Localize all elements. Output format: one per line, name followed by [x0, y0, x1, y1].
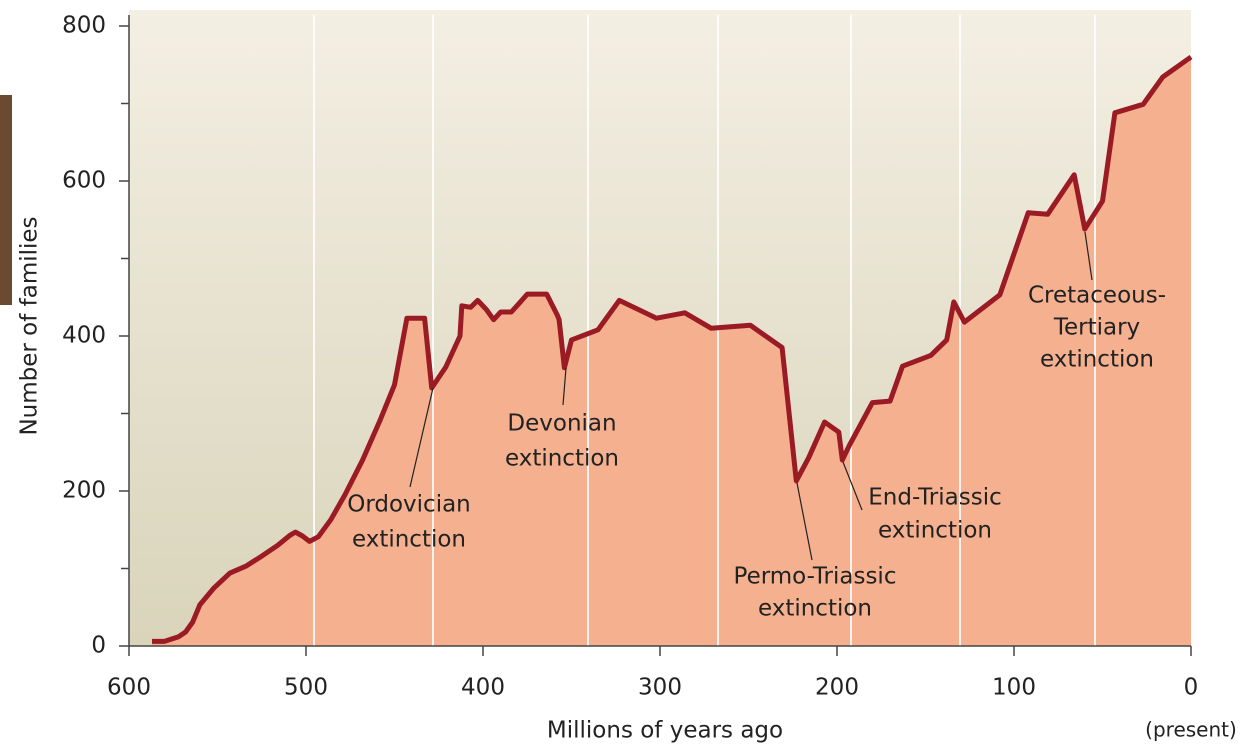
x-tick-label: 400 — [461, 675, 505, 701]
annotation-text: extinction — [878, 518, 992, 544]
y-tick-label: 200 — [62, 478, 106, 504]
annotation-text: extinction — [758, 596, 872, 622]
y-axis-title: Number of families — [17, 216, 43, 435]
x-axis-note: (present) — [1145, 718, 1237, 742]
x-tick-label: 0 — [1184, 675, 1199, 701]
y-tick-label: 400 — [62, 323, 106, 349]
annotation-text: extinction — [1040, 347, 1154, 373]
y-tick-label: 600 — [62, 168, 106, 194]
photo-fragment — [0, 95, 12, 305]
y-tick-label: 0 — [91, 633, 106, 659]
annotation-text: Tertiary — [1053, 315, 1140, 341]
chart: Millions of years ago (present) Number o… — [0, 0, 1243, 747]
annotation-text: Ordovician — [347, 492, 471, 518]
annotation-text: Permo-Triassic — [734, 564, 897, 590]
x-tick-label: 200 — [815, 675, 859, 701]
annotation-text: extinction — [352, 527, 466, 553]
y-tick-label: 800 — [62, 13, 106, 39]
x-tick-label: 500 — [284, 675, 328, 701]
x-tick-label: 300 — [638, 675, 682, 701]
x-axis-title: Millions of years ago — [547, 718, 783, 744]
annotation-text: extinction — [505, 446, 619, 472]
x-tick-label: 100 — [992, 675, 1036, 701]
x-tick-label: 600 — [107, 675, 151, 701]
annotation-text: Devonian — [507, 411, 616, 437]
annotation-text: Cretaceous- — [1028, 283, 1166, 309]
annotation-text: End-Triassic — [868, 485, 1002, 511]
